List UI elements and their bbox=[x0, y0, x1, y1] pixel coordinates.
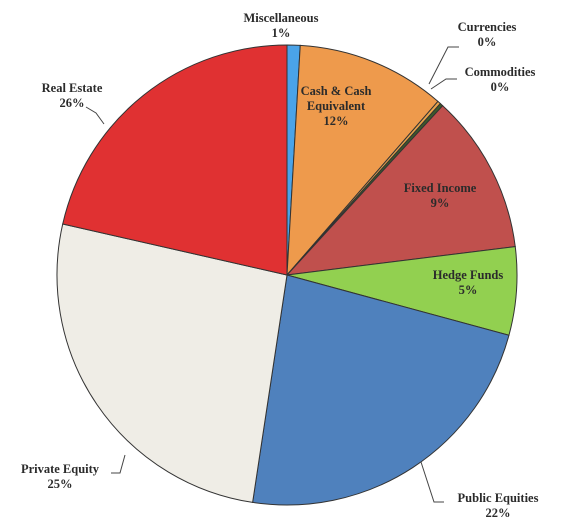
leader-line-private-equity bbox=[111, 454, 126, 474]
label-public-equities: Public Equities 22% bbox=[458, 491, 539, 520]
label-real-estate: Real Estate 26% bbox=[42, 81, 103, 110]
slice-labels: Miscellaneous 1% Cash & Cash Equivalent 12% C… bbox=[21, 11, 539, 520]
slice-cash-and-cash-equivalent bbox=[286, 44, 439, 277]
leader-line-currencies bbox=[428, 46, 459, 85]
leader-line-public-equities bbox=[420, 461, 444, 503]
label-cash-and-cash-equivalent: Cash & Cash Equivalent 12% bbox=[301, 84, 372, 128]
leader-line-commodities bbox=[430, 78, 457, 90]
label-private-equity: Private Equity 25% bbox=[21, 462, 100, 491]
label-commodities: Commodities 0% bbox=[465, 65, 536, 94]
pie-slices bbox=[56, 44, 518, 506]
slice-fixed-income bbox=[285, 104, 516, 276]
slice-private-equity bbox=[56, 223, 288, 503]
label-hedge-funds: Hedge Funds 5% bbox=[433, 268, 504, 297]
label-fixed-income: Fixed Income 9% bbox=[404, 181, 477, 210]
leader-line-real-estate bbox=[85, 106, 105, 125]
label-miscellaneous: Miscellaneous 1% bbox=[244, 11, 319, 40]
leader-lines bbox=[85, 46, 459, 503]
slice-public-equities bbox=[252, 274, 510, 506]
slice-real-estate bbox=[62, 44, 288, 276]
label-currencies: Currencies 0% bbox=[458, 20, 517, 49]
